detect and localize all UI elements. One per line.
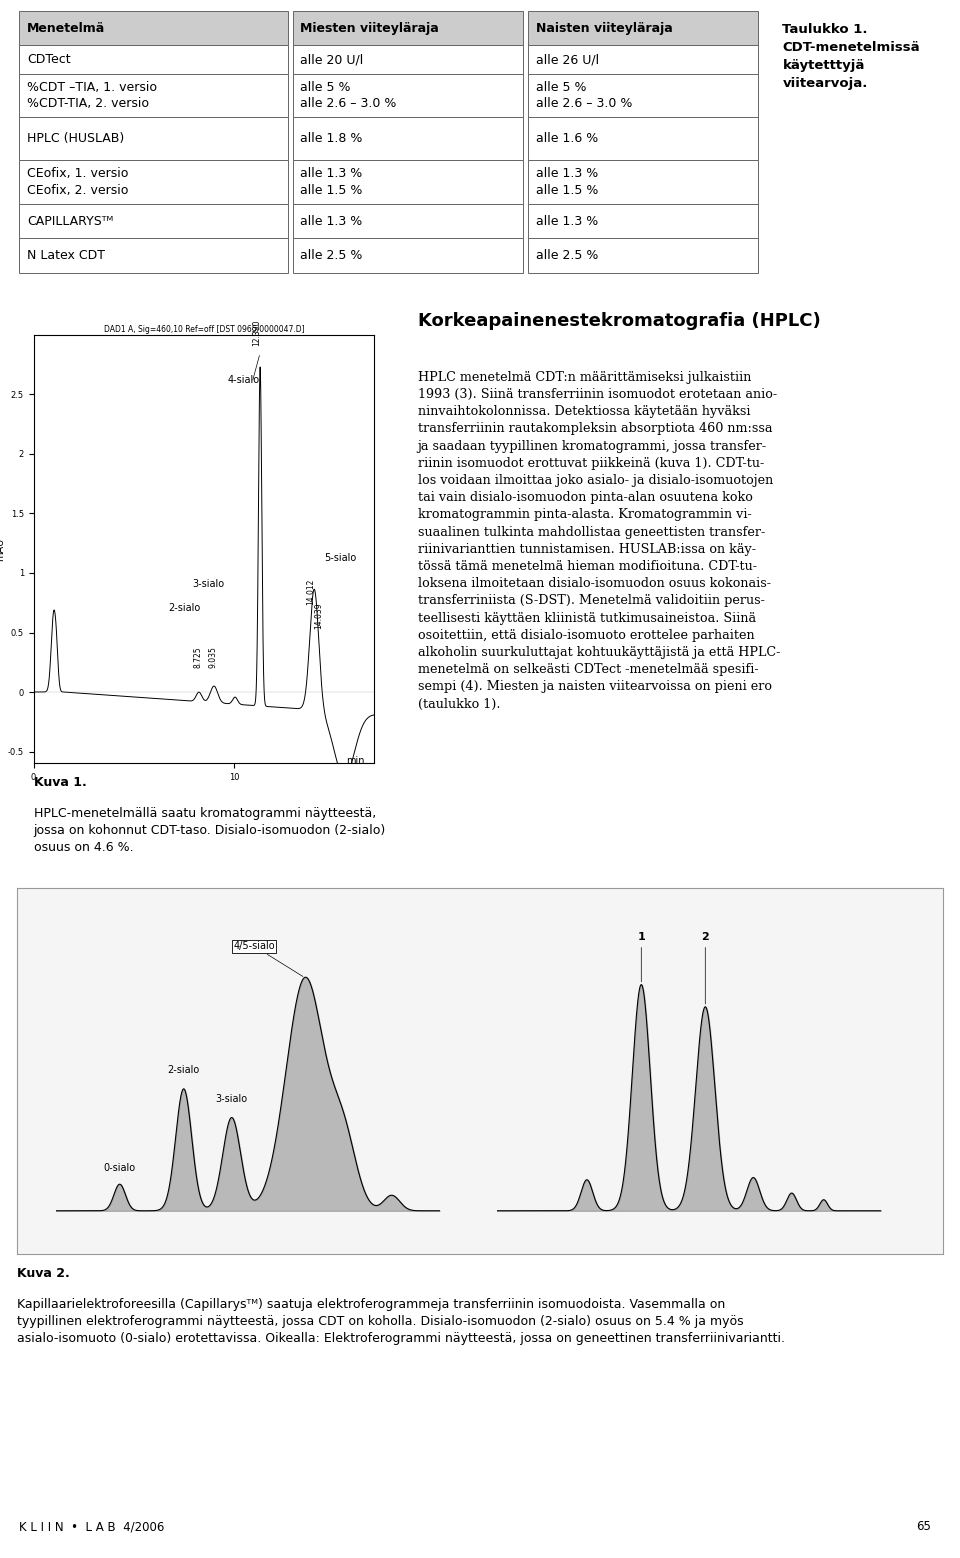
Bar	[293, 45, 523, 73]
Text: Taulukko 1.
CDT-menetelmissä
käytetttyjä
viitearvoja.: Taulukko 1. CDT-menetelmissä käytetttyjä…	[782, 23, 920, 90]
Text: 1: 1	[637, 932, 645, 943]
Bar	[293, 11, 523, 45]
Bar	[528, 73, 758, 117]
Text: 3-sialo: 3-sialo	[216, 1094, 248, 1105]
Text: alle 5 %
alle 2.6 – 3.0 %: alle 5 % alle 2.6 – 3.0 %	[536, 81, 632, 111]
Bar	[528, 117, 758, 160]
Bar	[293, 204, 523, 238]
Y-axis label: mAU: mAU	[0, 538, 5, 561]
Bar	[528, 204, 758, 238]
Text: 4-sialo: 4-sialo	[228, 374, 260, 385]
Text: 4/5-sialo: 4/5-sialo	[233, 941, 303, 977]
Bar	[19, 204, 288, 238]
Text: HPLC-menetelmällä saatu kromatogrammi näytteestä,
jossa on kohonnut CDT-taso. Di: HPLC-menetelmällä saatu kromatogrammi nä…	[34, 807, 386, 854]
Text: K L I I N  •  L A B  4/2006: K L I I N • L A B 4/2006	[19, 1521, 164, 1533]
Text: CEofix, 1. versio
CEofix, 2. versio: CEofix, 1. versio CEofix, 2. versio	[27, 167, 129, 196]
Bar	[19, 160, 288, 204]
Text: HPLC menetelmä CDT:n määrittämiseksi julkaistiin
1993 (3). Siinä transferriinin : HPLC menetelmä CDT:n määrittämiseksi jul…	[418, 371, 780, 710]
Bar	[528, 160, 758, 204]
Text: N Latex CDT: N Latex CDT	[27, 249, 105, 262]
Text: alle 26 U/l: alle 26 U/l	[536, 53, 599, 65]
Text: Naisten viiteyläraja: Naisten viiteyläraja	[536, 22, 672, 34]
Text: Menetelmä: Menetelmä	[27, 22, 106, 34]
Text: min: min	[346, 756, 365, 767]
Text: 2-sialo: 2-sialo	[168, 1066, 200, 1075]
Bar	[293, 73, 523, 117]
Bar	[19, 238, 288, 273]
Text: Kuva 1.: Kuva 1.	[34, 776, 86, 788]
Text: 12.390: 12.390	[252, 319, 262, 346]
Text: 14.039: 14.039	[314, 601, 323, 628]
Text: Korkeapainenestekromatografia (HPLC): Korkeapainenestekromatografia (HPLC)	[418, 312, 821, 330]
Bar	[528, 238, 758, 273]
Text: Kuva 2.: Kuva 2.	[17, 1267, 70, 1279]
Text: 9.035: 9.035	[208, 647, 218, 668]
Text: Kapillaarielektroforeesilla (Capillarysᵀᴹ) saatuja elektroferogrammeja transferr: Kapillaarielektroforeesilla (Capillarysᵀ…	[17, 1298, 785, 1345]
Text: alle 20 U/l: alle 20 U/l	[300, 53, 364, 65]
Text: alle 5 %
alle 2.6 – 3.0 %: alle 5 % alle 2.6 – 3.0 %	[300, 81, 396, 111]
Text: 2: 2	[702, 932, 709, 943]
Text: alle 1.3 %: alle 1.3 %	[300, 215, 363, 227]
Text: Miesten viiteyläraja: Miesten viiteyläraja	[300, 22, 440, 34]
Title: DAD1 A, Sig=460,10 Ref=off [DST 0965/0000047.D]: DAD1 A, Sig=460,10 Ref=off [DST 0965/000…	[104, 326, 304, 335]
Text: 5-sialo: 5-sialo	[324, 553, 356, 562]
Text: alle 1.6 %: alle 1.6 %	[536, 132, 598, 145]
Bar	[528, 45, 758, 73]
Text: 65: 65	[917, 1521, 931, 1533]
Text: CAPILLARYSᵀᴹ: CAPILLARYSᵀᴹ	[27, 215, 113, 227]
Text: 0-sialo: 0-sialo	[104, 1162, 135, 1173]
Text: HPLC (HUSLAB): HPLC (HUSLAB)	[27, 132, 124, 145]
Text: 14.012: 14.012	[305, 578, 315, 605]
Bar	[19, 117, 288, 160]
Bar	[19, 11, 288, 45]
Bar	[293, 238, 523, 273]
Text: alle 2.5 %: alle 2.5 %	[536, 249, 598, 262]
Bar	[293, 160, 523, 204]
Bar	[19, 73, 288, 117]
Text: 3-sialo: 3-sialo	[192, 580, 224, 589]
Text: CDTect: CDTect	[27, 53, 70, 65]
Text: alle 1.3 %: alle 1.3 %	[536, 215, 598, 227]
Text: alle 1.3 %
alle 1.5 %: alle 1.3 % alle 1.5 %	[300, 167, 363, 196]
Bar	[528, 11, 758, 45]
Text: 8.725: 8.725	[193, 647, 203, 668]
Text: 2-sialo: 2-sialo	[168, 603, 200, 614]
Text: %CDT –TIA, 1. versio
%CDT-TIA, 2. versio: %CDT –TIA, 1. versio %CDT-TIA, 2. versio	[27, 81, 156, 111]
Text: alle 2.5 %: alle 2.5 %	[300, 249, 363, 262]
Bar	[293, 117, 523, 160]
Text: alle 1.8 %: alle 1.8 %	[300, 132, 363, 145]
Text: alle 1.3 %
alle 1.5 %: alle 1.3 % alle 1.5 %	[536, 167, 598, 196]
Bar	[19, 45, 288, 73]
